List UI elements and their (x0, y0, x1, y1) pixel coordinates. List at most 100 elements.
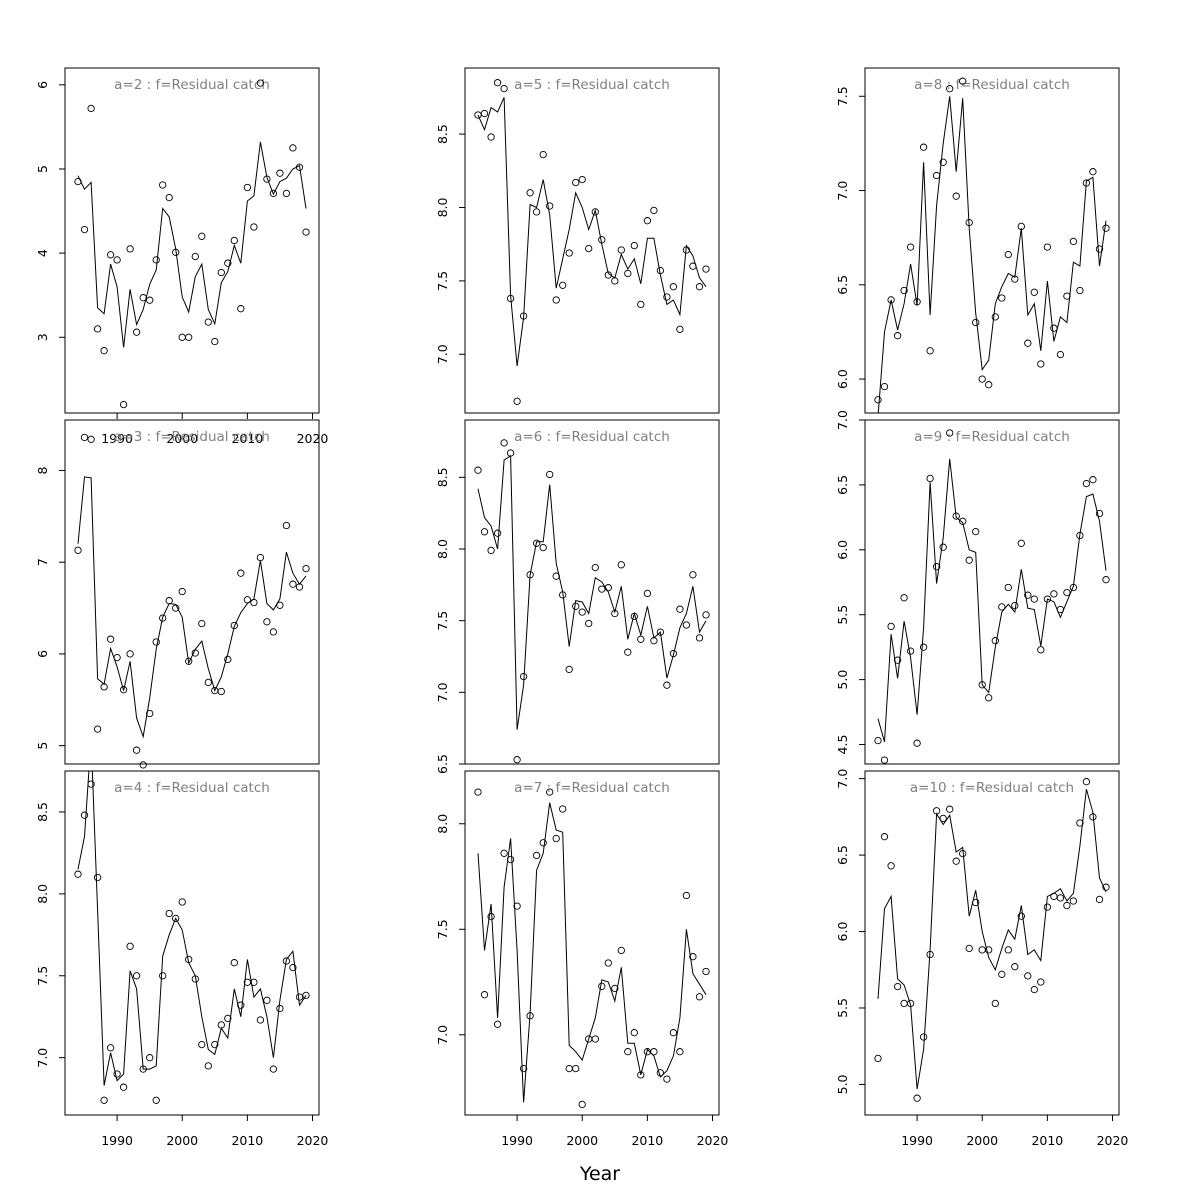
observed-point (965, 556, 973, 564)
observed-point (526, 189, 534, 197)
observed-point (552, 296, 560, 304)
observed-point (80, 225, 89, 234)
observed-point (1017, 912, 1025, 920)
observed-point (113, 1070, 121, 1078)
y-tick-label: 7.0 (835, 410, 850, 430)
panel-title: a=9 : f=Residual catch (914, 429, 1070, 445)
panel-2: a=5 : f=Residual catch 7.0 7.5 8.0 8.5 (435, 67, 720, 414)
observed-point (604, 959, 612, 967)
fitted-line (77, 476, 307, 739)
observed-point (689, 571, 697, 579)
y-tick-label: 8.0 (435, 539, 450, 559)
observed-point (159, 972, 167, 980)
observed-point (119, 686, 128, 694)
observed-point (906, 647, 915, 655)
observed-point (513, 397, 521, 405)
panel-title: a=3 : f=Residual catch (114, 429, 270, 445)
observed-point (493, 79, 502, 87)
observed-point (919, 643, 928, 651)
observed-point (1102, 883, 1110, 891)
observed-point (1069, 583, 1078, 592)
observed-point (269, 189, 278, 198)
observed-point (93, 873, 102, 882)
observed-point (1063, 588, 1071, 597)
observed-point (87, 104, 95, 113)
observed-point (165, 193, 173, 202)
observed-point (126, 942, 134, 950)
observed-point (1043, 595, 1052, 603)
fitted-line (877, 458, 1107, 743)
observed-point (585, 619, 593, 628)
panel-8: a=7 : f=Residual catch 7.0 7.5 8.0 1990 2000 2… (435, 770, 729, 1148)
observed-point (624, 1048, 632, 1056)
observed-point (913, 298, 921, 306)
fitted-line (477, 802, 707, 1103)
observed-point (159, 181, 167, 189)
observed-point (598, 585, 606, 593)
observed-point (906, 243, 915, 251)
observed-point (80, 433, 89, 442)
observed-point (1037, 360, 1045, 368)
observed-point (585, 244, 593, 253)
observed-point (676, 1048, 684, 1056)
fitted-line (477, 97, 707, 367)
observed-point (565, 665, 573, 674)
observed-point (939, 814, 947, 823)
observed-point (591, 208, 599, 216)
y-tick-label: 7.0 (835, 769, 850, 789)
observed-point (1024, 591, 1032, 599)
observed-point (1037, 978, 1045, 986)
observed-point (519, 1064, 528, 1073)
observed-point (1076, 286, 1084, 295)
observed-point (532, 539, 541, 547)
y-tick-label: 5.5 (835, 998, 850, 1018)
observed-point (250, 598, 258, 607)
observed-point (578, 608, 586, 616)
observed-point (939, 543, 947, 551)
observed-point (113, 256, 121, 264)
observed-point (480, 528, 489, 536)
x-tick-label: 2020 (697, 1133, 729, 1148)
y-tick-label: 8 (35, 466, 50, 474)
observed-point (952, 512, 960, 520)
observed-point (500, 849, 508, 857)
observed-point (598, 982, 606, 990)
observed-point (1030, 288, 1038, 296)
observed-point (663, 681, 671, 689)
observed-point (932, 807, 941, 815)
observed-point (650, 206, 658, 215)
observed-point (965, 944, 973, 953)
observed-point (682, 621, 691, 629)
observed-point (198, 619, 206, 628)
x-tick-label: 2010 (1031, 1133, 1063, 1148)
observed-point (565, 249, 573, 257)
y-tick-label: 6.0 (835, 369, 850, 389)
x-tick-label: 2000 (166, 431, 198, 446)
y-tick-label: 7.0 (435, 682, 450, 702)
panel-3: a=8 : f=Residual catch 6.0 6.5 7.0 7.5 (835, 67, 1120, 414)
observed-point (637, 1071, 645, 1079)
observed-point (204, 318, 212, 326)
y-tick-label: 7.5 (435, 271, 450, 291)
observed-point (998, 603, 1006, 611)
panel-frame (464, 419, 720, 765)
observed-point (519, 312, 528, 320)
observed-point (152, 638, 160, 646)
observed-point (676, 325, 684, 333)
observed-point (165, 597, 173, 605)
observed-point (519, 672, 528, 681)
observed-point (1017, 222, 1025, 231)
panel-9: a=10 : f=Residual catch 5.0 5.5 6.0 6.5 7.0 19… (835, 769, 1128, 1148)
observed-point (926, 474, 934, 483)
observed-point (146, 1054, 154, 1062)
observed-point (630, 612, 638, 621)
observed-point (119, 400, 128, 409)
observed-point (493, 1020, 502, 1028)
observed-point (230, 236, 238, 245)
observed-point (1050, 590, 1058, 598)
y-tick-label: 7 (35, 558, 50, 566)
panel-frame (464, 770, 720, 1116)
x-tick-label: 2000 (566, 1133, 598, 1148)
observed-point (906, 999, 915, 1008)
y-tick-label: 6.0 (835, 540, 850, 560)
